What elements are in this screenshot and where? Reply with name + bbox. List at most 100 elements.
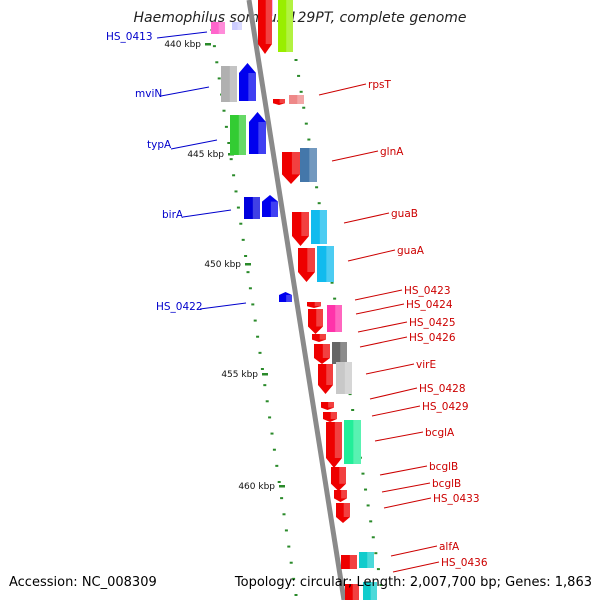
reverse-genes xyxy=(258,0,377,600)
kbp-tick-label: 450 kbp xyxy=(204,260,241,270)
track-dot xyxy=(376,568,380,571)
gene-forward xyxy=(279,292,292,302)
track-dot xyxy=(330,281,334,284)
gene-reverse xyxy=(334,490,347,502)
track-dot xyxy=(277,481,281,483)
track-dot xyxy=(371,536,375,539)
gene-forward xyxy=(244,197,260,219)
track-dot xyxy=(272,448,276,451)
gene-reverse xyxy=(308,309,323,334)
track-dot xyxy=(248,287,252,290)
leader-line xyxy=(318,83,367,96)
gene-reverse xyxy=(332,342,347,364)
leader-line xyxy=(383,497,432,509)
leader-line xyxy=(331,150,379,162)
gene-reverse xyxy=(273,99,285,105)
kbp-tick-label: 445 kbp xyxy=(187,150,224,160)
accession-text: Accession: NC_008309 xyxy=(9,575,157,590)
leader-line xyxy=(359,336,408,348)
track-dot xyxy=(292,577,296,580)
gene-label-forward: birA xyxy=(162,209,184,221)
track-dot xyxy=(317,202,321,205)
gene-reverse xyxy=(317,246,334,282)
gene-reverse xyxy=(258,0,272,54)
gene-label-reverse: HS_0428 xyxy=(419,383,466,395)
leader-line xyxy=(371,405,421,417)
gene-reverse xyxy=(312,334,326,342)
leader-line xyxy=(199,302,247,310)
gene-reverse xyxy=(331,467,346,491)
track-dot xyxy=(232,174,236,177)
leader-line xyxy=(374,431,424,442)
leader-line xyxy=(170,139,218,150)
gene-reverse xyxy=(314,344,330,364)
leader-line xyxy=(355,303,405,315)
track-dot xyxy=(333,297,337,300)
gene-reverse xyxy=(300,148,317,182)
track-dot xyxy=(268,416,272,419)
gene-reverse xyxy=(323,412,337,422)
kbp-tick-mark xyxy=(279,485,285,488)
gene-label-reverse: HS_0429 xyxy=(422,401,469,413)
leader-line xyxy=(365,363,415,375)
track-dot xyxy=(297,74,301,77)
gene-reverse xyxy=(359,552,374,568)
track-dot xyxy=(234,190,238,193)
gene-forward xyxy=(232,22,242,30)
gene-forward xyxy=(211,22,225,34)
track-dot xyxy=(369,520,373,523)
track-dot xyxy=(239,222,243,225)
gene-label-reverse: bcglB xyxy=(429,461,458,473)
track-dot xyxy=(229,158,233,161)
track-dot xyxy=(244,255,248,257)
leader-line xyxy=(160,86,210,97)
gene-reverse xyxy=(345,584,359,600)
track-dot xyxy=(307,138,311,141)
gene-reverse xyxy=(321,402,334,410)
track-dot xyxy=(284,529,288,532)
gene-reverse xyxy=(341,555,357,569)
gene-label-reverse: alfA xyxy=(439,541,460,553)
gene-reverse xyxy=(292,212,309,246)
gene-reverse xyxy=(318,364,333,394)
track-dot xyxy=(379,584,383,586)
gene-reverse xyxy=(327,305,342,332)
track-dot xyxy=(270,432,274,435)
track-dot xyxy=(227,142,231,144)
gene-label-reverse: HS_0436 xyxy=(441,557,488,569)
track-dot xyxy=(315,186,319,189)
leader-line xyxy=(357,321,408,333)
gene-label-reverse: HS_0424 xyxy=(406,299,453,311)
track-dot xyxy=(304,122,308,125)
track-dot xyxy=(217,77,221,80)
gene-reverse xyxy=(311,210,327,244)
track-dot xyxy=(364,488,368,491)
gene-label-forward: mviN xyxy=(135,88,162,100)
gene-forward xyxy=(249,112,266,154)
track-dot xyxy=(224,125,228,128)
gene-label-reverse: HS_0425 xyxy=(409,317,456,329)
track-dot xyxy=(256,335,260,338)
track-dot xyxy=(289,561,293,564)
track-dot xyxy=(222,109,226,112)
track-dot xyxy=(263,384,267,387)
gene-label-reverse: HS_0433 xyxy=(433,493,480,505)
leader-line xyxy=(369,387,418,400)
track-dot xyxy=(236,206,240,209)
track-dot xyxy=(299,90,303,93)
track-dot xyxy=(260,368,264,370)
gene-label-reverse: guaA xyxy=(397,245,425,257)
forward-genes xyxy=(211,22,292,302)
kbp-tick-label: 460 kbp xyxy=(238,482,275,492)
leader-line xyxy=(182,209,232,218)
kbp-tick-label: 455 kbp xyxy=(221,370,258,380)
track-dot xyxy=(275,464,279,467)
track-dot xyxy=(246,271,250,274)
map-title: Haemophilus somnus 129PT, complete genom… xyxy=(133,10,466,26)
track-dot xyxy=(251,303,255,306)
kbp-tick-mark xyxy=(205,43,211,46)
track-dot xyxy=(287,545,291,548)
topology-text: Topology: circular; Length: 2,007,700 bp… xyxy=(234,575,592,590)
gene-reverse xyxy=(307,302,321,308)
